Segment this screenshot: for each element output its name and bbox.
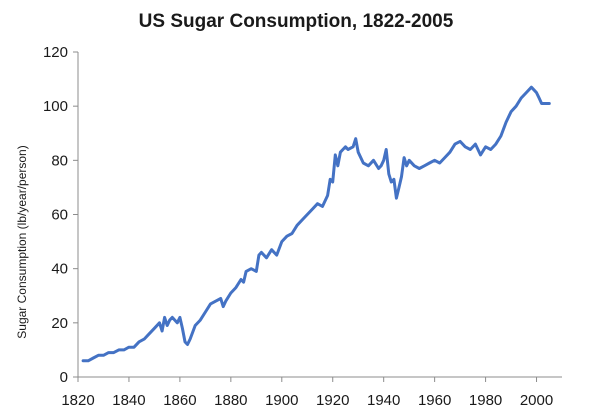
x-tick-label: 1980 <box>469 392 502 409</box>
x-tick-label: 2000 <box>520 392 553 409</box>
y-tick-labels: 0 20 40 60 80 100 120 <box>43 44 78 386</box>
series-line-0 <box>81 85 551 363</box>
x-tick-label: 1880 <box>214 392 247 409</box>
x-tick-label: 1860 <box>163 392 196 409</box>
y-tick-label: 80 <box>51 152 68 169</box>
y-axis-label: Sugar Consumption (lb/year/person) <box>15 145 29 338</box>
x-tick-label: 1900 <box>265 392 298 409</box>
y-tick-label: 0 <box>60 369 68 386</box>
y-tick-label: 40 <box>51 261 68 278</box>
x-tick-label: 1940 <box>367 392 400 409</box>
x-tick-label: 1840 <box>112 392 145 409</box>
x-tick-label: 1920 <box>316 392 349 409</box>
x-tick-label: 1960 <box>418 392 451 409</box>
y-tick-label: 60 <box>51 207 68 224</box>
x-tick-label: 1820 <box>61 392 94 409</box>
x-tick-labels: 1820 1840 1860 1880 1900 1920 1940 1960 1980 2000 <box>61 377 553 409</box>
series-group <box>81 85 551 363</box>
chart-title: US Sugar Consumption, 1822-2005 <box>139 11 454 32</box>
y-tick-label: 20 <box>51 315 68 332</box>
y-tick-label: 120 <box>43 44 68 61</box>
y-tick-label: 100 <box>43 98 68 115</box>
